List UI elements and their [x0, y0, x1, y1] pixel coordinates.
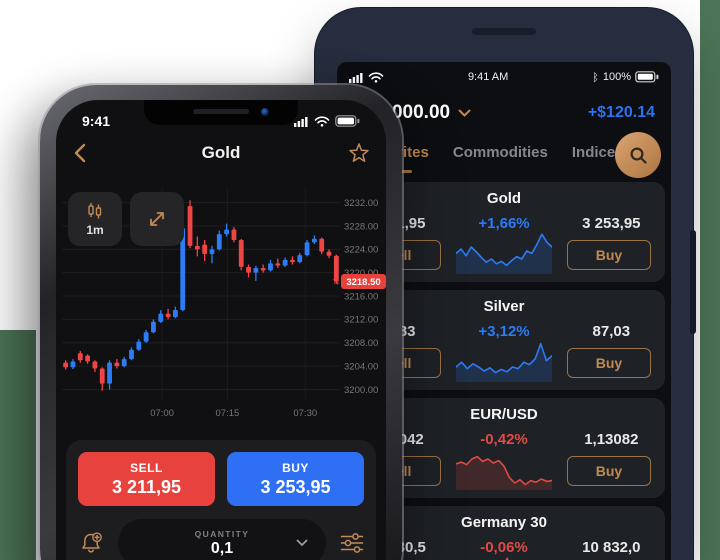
background-accent-right: [700, 0, 720, 560]
candlestick-icon: [85, 202, 105, 221]
svg-text:3224.00: 3224.00: [344, 245, 378, 256]
svg-text:3216.00: 3216.00: [344, 291, 378, 302]
buy-button[interactable]: Buy: [567, 348, 651, 378]
buy-price: 87,03: [592, 323, 631, 340]
earpiece-speaker: [193, 109, 249, 114]
buy-price: 3 253,95: [582, 215, 641, 232]
phone-trade: 9:41 Gold: [40, 85, 402, 560]
chevron-down-icon: [296, 539, 308, 547]
status-time: 9:41 AM: [467, 71, 509, 83]
favorite-button[interactable]: [348, 142, 370, 164]
instrument-name: Germany 30: [461, 514, 547, 531]
order-settings-button[interactable]: [340, 532, 364, 554]
status-bar: 9:41 AM ᛒ 100%: [337, 62, 671, 90]
battery-icon: [635, 71, 659, 83]
search-button[interactable]: [615, 132, 661, 178]
change-percent: -0,06%: [480, 539, 528, 556]
star-icon: [349, 143, 369, 162]
buy-label: BUY: [282, 460, 309, 475]
instrument-name: Silver: [483, 298, 525, 315]
trade-panel: SELL 3 211,95 BUY 3 253,95 QUANTITY 0,1: [66, 440, 376, 560]
svg-text:⇅: ⇅: [332, 277, 339, 287]
svg-text:3232.00: 3232.00: [344, 198, 378, 209]
chevron-down-icon: [458, 109, 471, 118]
svg-text:3220.00: 3220.00: [344, 268, 378, 279]
buy-button[interactable]: BUY 3 253,95: [227, 452, 364, 506]
tab-indices[interactable]: Indices: [571, 143, 624, 161]
signal-icon: [294, 116, 309, 127]
candlestick-chart[interactable]: 1m 07:00 07:15 07:30 3232.00 3228.00 3224.00 3…: [56, 182, 386, 432]
svg-text:07:00: 07:00: [150, 408, 174, 419]
notch: [144, 100, 298, 125]
sell-label: SELL: [130, 460, 163, 475]
sliders-icon: [340, 533, 364, 553]
svg-text:07:15: 07:15: [216, 408, 240, 419]
front-camera: [261, 108, 269, 116]
quantity-selector[interactable]: QUANTITY 0,1: [118, 519, 326, 560]
svg-text:3228.00: 3228.00: [344, 221, 378, 232]
svg-text:3204.00: 3204.00: [344, 361, 378, 372]
sell-price: 3 211,95: [111, 476, 182, 497]
instrument-name: Gold: [486, 190, 522, 207]
page-title: Gold: [201, 143, 241, 162]
battery-icon: [335, 115, 360, 127]
svg-text:3218.50: 3218.50: [346, 277, 380, 288]
buy-button[interactable]: Buy: [567, 240, 651, 270]
quantity-label: QUANTITY: [194, 528, 250, 539]
sparkline-chart: [456, 552, 552, 560]
screen-header: Gold: [56, 136, 386, 170]
tab-commodities[interactable]: Commodities: [452, 143, 548, 161]
change-percent: -0,42%: [480, 431, 528, 448]
change-percent: +3,12%: [478, 323, 530, 340]
change-percent: +1,66%: [478, 215, 530, 232]
quantity-value: 0,1: [210, 539, 234, 557]
buy-price: 3 253,95: [260, 476, 331, 497]
account-change: +$120.14: [587, 104, 655, 121]
chevron-left-icon: [74, 143, 86, 163]
instrument-name: EUR/USD: [470, 406, 538, 423]
bluetooth-icon: ᛒ: [592, 70, 599, 84]
sparkline-chart: [456, 444, 552, 490]
signal-icon: [349, 72, 364, 83]
status-bar: 9:41: [56, 106, 386, 136]
sparkline-chart: [456, 228, 552, 274]
trade-screen: 9:41 Gold: [56, 100, 386, 560]
search-icon: [629, 146, 648, 165]
status-time: 9:41: [82, 113, 111, 129]
timeframe-label: 1m: [86, 222, 104, 237]
sparkline-chart: [456, 336, 552, 382]
expand-icon: [146, 208, 168, 230]
background-accent-left: [0, 330, 36, 560]
battery-percent: 100%: [602, 71, 631, 83]
earpiece-speaker: [472, 28, 536, 35]
wifi-icon: [314, 115, 330, 127]
back-button[interactable]: [72, 142, 88, 164]
buy-price: 1,13082: [584, 431, 639, 448]
chart-plot-area: 07:00 07:15 07:30 3232.00 3228.00 3224.00 3220…: [56, 182, 386, 426]
chart-type-timeframe-button[interactable]: 1m: [68, 192, 122, 246]
fullscreen-button[interactable]: [130, 192, 184, 246]
svg-text:3208.00: 3208.00: [344, 338, 378, 349]
buy-price: 10 832,0: [582, 539, 641, 556]
sell-button[interactable]: SELL 3 211,95: [78, 452, 215, 506]
bell-plus-icon: [82, 531, 102, 553]
price-alert-button[interactable]: [78, 531, 104, 556]
side-button: [690, 230, 696, 334]
svg-text:3212.00: 3212.00: [344, 315, 378, 326]
svg-text:07:30: 07:30: [293, 408, 317, 419]
svg-text:3200.00: 3200.00: [344, 385, 378, 396]
wifi-icon: [368, 71, 384, 83]
buy-button[interactable]: Buy: [567, 456, 651, 486]
